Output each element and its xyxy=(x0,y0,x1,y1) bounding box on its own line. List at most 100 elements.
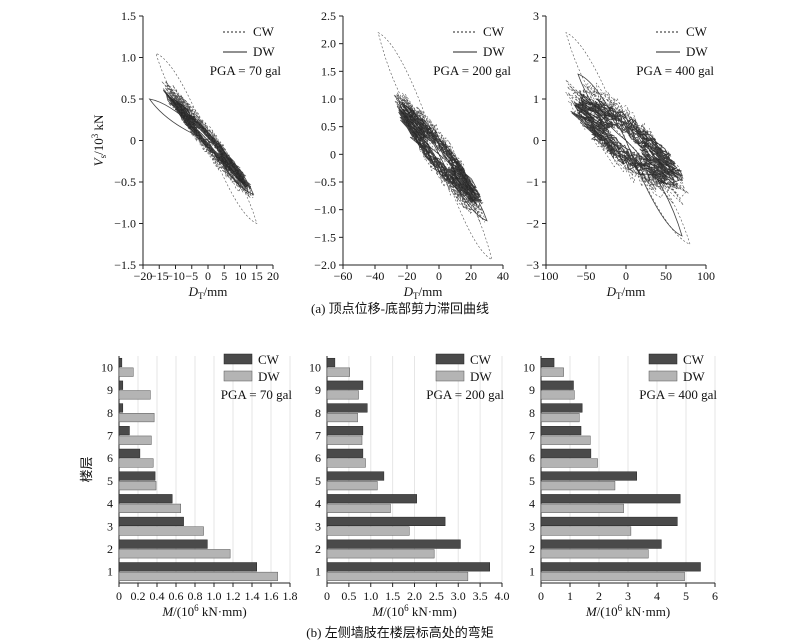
floor-label: 1 xyxy=(529,565,535,579)
x-axis-label: M/(106​ kN·mm) xyxy=(161,603,246,619)
floor-label: 8 xyxy=(107,406,113,420)
bar-dw-floor-5 xyxy=(540,481,616,491)
bar-cw-floor-3 xyxy=(540,516,678,527)
bar-cw-floor-4 xyxy=(326,494,417,504)
bar-dw-floor-1 xyxy=(118,571,278,582)
x-tick-label: 0 xyxy=(538,589,544,603)
bar-dw-floor-10 xyxy=(326,367,350,377)
bar-cw-floor-4 xyxy=(540,494,681,504)
bar-dw-floor-10 xyxy=(540,367,564,377)
floor-label: 2 xyxy=(107,542,113,556)
legend-dw-swatch xyxy=(648,370,678,382)
bar-dw-floor-3 xyxy=(118,526,204,536)
floor-label: 7 xyxy=(107,428,113,442)
bar-cw-floor-6 xyxy=(118,448,141,458)
bar-dw-floor-3 xyxy=(326,526,410,536)
floor-label: 10 xyxy=(523,360,535,374)
y-tick-label: −1.0 xyxy=(114,217,136,231)
caption-b: (b) 左侧墙肢在楼层标高处的弯矩 xyxy=(306,625,493,640)
x-tick-label: 3.5 xyxy=(473,589,488,603)
pga-label: PGA = 70 gal xyxy=(221,387,293,402)
bar-cw-floor-5 xyxy=(326,471,385,481)
y-tick-label: 2.0 xyxy=(321,37,336,51)
legend-cw-label: CW xyxy=(683,352,705,367)
legend-dw-label: DW xyxy=(683,369,705,384)
x-axis-label: M/(106​ kN·mm) xyxy=(585,603,670,619)
floor-label: 6 xyxy=(315,451,321,465)
bar-dw-floor-9 xyxy=(326,390,359,400)
x-tick-label: 1.0 xyxy=(207,589,222,603)
x-tick-label: 4.0 xyxy=(495,589,510,603)
bar-cw-floor-6 xyxy=(540,448,592,458)
floor-label: 10 xyxy=(101,360,113,374)
moment-chart-moment-200: 0 0.5 1.0 1.5 2.0 2.5 3.0 3.5 4.0 1 2 3 4 5 6 7 8 9 10 CW DW… xyxy=(309,352,510,619)
legend-dw-label: DW xyxy=(253,44,275,59)
x-tick-label: 0 xyxy=(324,589,330,603)
bar-dw-floor-10 xyxy=(118,367,134,377)
x-tick-label: 1.0 xyxy=(363,589,378,603)
floor-label: 2 xyxy=(315,542,321,556)
x-tick-label: 1.8 xyxy=(283,589,298,603)
bar-cw-floor-6 xyxy=(326,448,364,458)
y-tick-label: −2 xyxy=(526,217,539,231)
bar-dw-floor-6 xyxy=(326,458,366,468)
bar-dw-floor-4 xyxy=(326,503,391,513)
x-tick-label: 1.5 xyxy=(385,589,400,603)
bar-dw-floor-4 xyxy=(118,503,181,513)
bar-cw-floor-2 xyxy=(326,539,461,549)
floor-label: 5 xyxy=(529,474,535,488)
bar-cw-floor-7 xyxy=(326,426,364,436)
bar-cw-floor-3 xyxy=(326,516,446,527)
floor-label: 8 xyxy=(529,406,535,420)
bar-dw-floor-9 xyxy=(540,390,575,400)
x-tick-label: −100 xyxy=(534,269,559,283)
x-axis-label: DT​/mm xyxy=(606,284,646,301)
x-tick-label: 0 xyxy=(116,589,122,603)
x-axis-label: DT​/mm xyxy=(403,284,443,301)
bar-cw-floor-1 xyxy=(118,562,257,572)
x-tick-label: 2.0 xyxy=(407,589,422,603)
x-tick-label: 0 xyxy=(436,269,442,283)
y-tick-label: 0.5 xyxy=(321,120,336,134)
y-tick-label: 3 xyxy=(533,9,539,23)
bar-dw-floor-7 xyxy=(540,435,591,445)
bar-cw-floor-5 xyxy=(118,471,156,481)
floor-label: 1 xyxy=(107,565,113,579)
y-tick-label: 1.0 xyxy=(321,92,336,106)
bar-cw-floor-10 xyxy=(326,357,336,368)
bar-dw-floor-8 xyxy=(118,413,155,423)
x-tick-label: 20 xyxy=(267,269,279,283)
y-tick-label: −1.5 xyxy=(114,258,136,272)
y-tick-label: −2.0 xyxy=(314,258,336,272)
legend-dw-label: DW xyxy=(686,44,708,59)
x-tick-label: 5 xyxy=(683,589,689,603)
y-tick-label: 0 xyxy=(533,134,539,148)
floor-label: 3 xyxy=(529,519,535,533)
x-tick-label: −10 xyxy=(166,269,185,283)
bar-cw-floor-1 xyxy=(540,562,701,572)
legend-cw-label: CW xyxy=(686,24,708,39)
floor-label: 3 xyxy=(315,519,321,533)
legend-cw-swatch xyxy=(648,353,678,365)
x-axis-label: DT​/mm xyxy=(188,284,228,301)
y-axis-label: Vs​/103​ kN xyxy=(90,114,108,166)
x-tick-label: 0.4 xyxy=(150,589,165,603)
x-tick-label: 4 xyxy=(654,589,660,603)
x-tick-label: −40 xyxy=(366,269,385,283)
floor-label: 9 xyxy=(315,383,321,397)
hysteresis-chart-hyst-200: −60 −40 −20 0 20 40 2.5 2.0 1.5 1.0 0.5 0 −0.5 −1.0 −1… xyxy=(314,9,511,301)
x-tick-label: 0.6 xyxy=(169,589,184,603)
moment-chart-moment-70: 0 0.2 0.4 0.6 0.8 1.0 1.2 1.4 1.6 1.8 1 2 3 4 5 6 7 8 9 10 C… xyxy=(79,352,298,619)
x-tick-label: 0.5 xyxy=(341,589,356,603)
pga-label: PGA = 70 gal xyxy=(210,63,282,78)
floor-label: 1 xyxy=(315,565,321,579)
caption-a: (a) 顶点位移-底部剪力滞回曲线 xyxy=(311,301,489,316)
y-tick-label: 0 xyxy=(130,134,136,148)
bar-cw-floor-10 xyxy=(118,357,123,368)
x-tick-label: 15 xyxy=(251,269,263,283)
y-tick-label: 1 xyxy=(533,92,539,106)
x-tick-label: 1.6 xyxy=(264,589,279,603)
bar-dw-floor-2 xyxy=(326,549,435,559)
x-tick-label: −50 xyxy=(577,269,596,283)
